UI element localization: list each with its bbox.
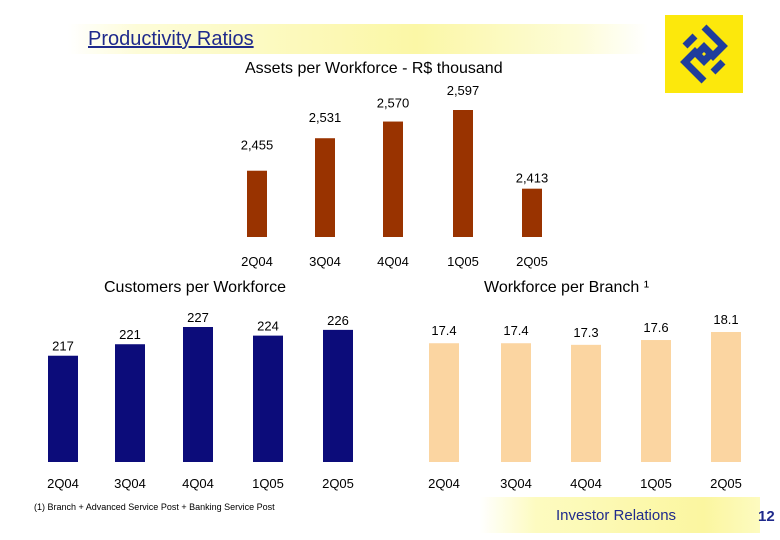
assets-bar — [453, 110, 473, 237]
customers-category-label: 4Q04 — [182, 476, 214, 491]
customers-bar — [115, 344, 145, 462]
assets-chart-title: Assets per Workforce - R$ thousand — [245, 60, 503, 77]
workforce-bar — [501, 343, 531, 462]
workforce-category-label: 2Q05 — [710, 476, 742, 491]
workforce-data-label: 18.1 — [713, 312, 738, 327]
assets-data-label: 2,531 — [309, 110, 342, 125]
workforce-category-label: 1Q05 — [640, 476, 672, 491]
page-title: Productivity Ratios — [88, 28, 254, 50]
customers-category-label: 3Q04 — [114, 476, 146, 491]
footer-band — [480, 497, 760, 533]
assets-bar — [247, 170, 267, 237]
assets-data-label: 2,570 — [377, 96, 410, 111]
footnote: (1) Branch + Advanced Service Post + Ban… — [34, 502, 275, 512]
customers-category-label: 2Q05 — [322, 476, 354, 491]
customers-bar — [183, 327, 213, 462]
workforce-data-label: 17.6 — [643, 320, 668, 335]
customers-bar — [253, 335, 283, 462]
customers-chart-title: Customers per Workforce — [104, 279, 286, 296]
workforce-data-label: 17.4 — [503, 323, 528, 338]
assets-bar — [383, 121, 403, 237]
workforce-category-label: 3Q04 — [500, 476, 532, 491]
assets-data-label: 2,413 — [516, 171, 549, 186]
assets-data-label: 2,455 — [241, 138, 274, 153]
workforce-category-label: 4Q04 — [570, 476, 602, 491]
workforce-bar — [711, 332, 741, 462]
assets-category-label: 2Q04 — [241, 254, 273, 269]
customers-data-label: 224 — [257, 319, 279, 334]
customers-bar — [48, 355, 78, 462]
workforce-chart-title: Workforce per Branch ¹ — [484, 279, 650, 296]
workforce-bar — [641, 340, 671, 462]
assets-category-label: 3Q04 — [309, 254, 341, 269]
workforce-category-label: 2Q04 — [428, 476, 460, 491]
workforce-bar — [429, 343, 459, 462]
customers-category-label: 1Q05 — [252, 476, 284, 491]
customers-data-label: 226 — [327, 313, 349, 328]
assets-bar — [315, 138, 335, 237]
page-number: 12 — [758, 508, 775, 525]
customers-data-label: 221 — [119, 327, 141, 342]
workforce-bar — [571, 344, 601, 462]
assets-bar — [522, 188, 542, 237]
title-band — [68, 24, 648, 54]
assets-data-label: 2,597 — [447, 83, 480, 98]
customers-data-label: 217 — [52, 339, 74, 354]
assets-category-label: 4Q04 — [377, 254, 409, 269]
assets-category-label: 2Q05 — [516, 254, 548, 269]
customers-data-label: 227 — [187, 310, 209, 325]
bank-logo-icon — [665, 15, 743, 93]
assets-category-label: 1Q05 — [447, 254, 479, 269]
investor-relations-label: Investor Relations — [556, 507, 677, 524]
workforce-data-label: 17.3 — [573, 325, 598, 340]
workforce-data-label: 17.4 — [431, 323, 456, 338]
customers-bar — [323, 329, 353, 462]
customers-category-label: 2Q04 — [47, 476, 79, 491]
